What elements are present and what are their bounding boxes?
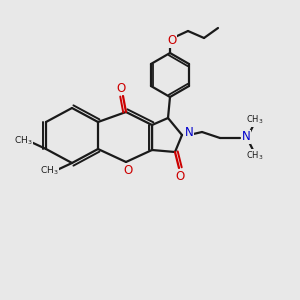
Text: CH$_3$: CH$_3$ bbox=[246, 114, 264, 126]
Text: N: N bbox=[242, 130, 250, 143]
Text: N: N bbox=[184, 127, 194, 140]
Text: CH$_3$: CH$_3$ bbox=[14, 135, 32, 147]
Text: O: O bbox=[167, 34, 177, 47]
Text: O: O bbox=[176, 169, 184, 182]
Text: CH$_3$: CH$_3$ bbox=[246, 150, 264, 162]
Text: O: O bbox=[116, 82, 126, 94]
Text: CH$_3$: CH$_3$ bbox=[40, 165, 58, 177]
Text: O: O bbox=[123, 164, 133, 176]
